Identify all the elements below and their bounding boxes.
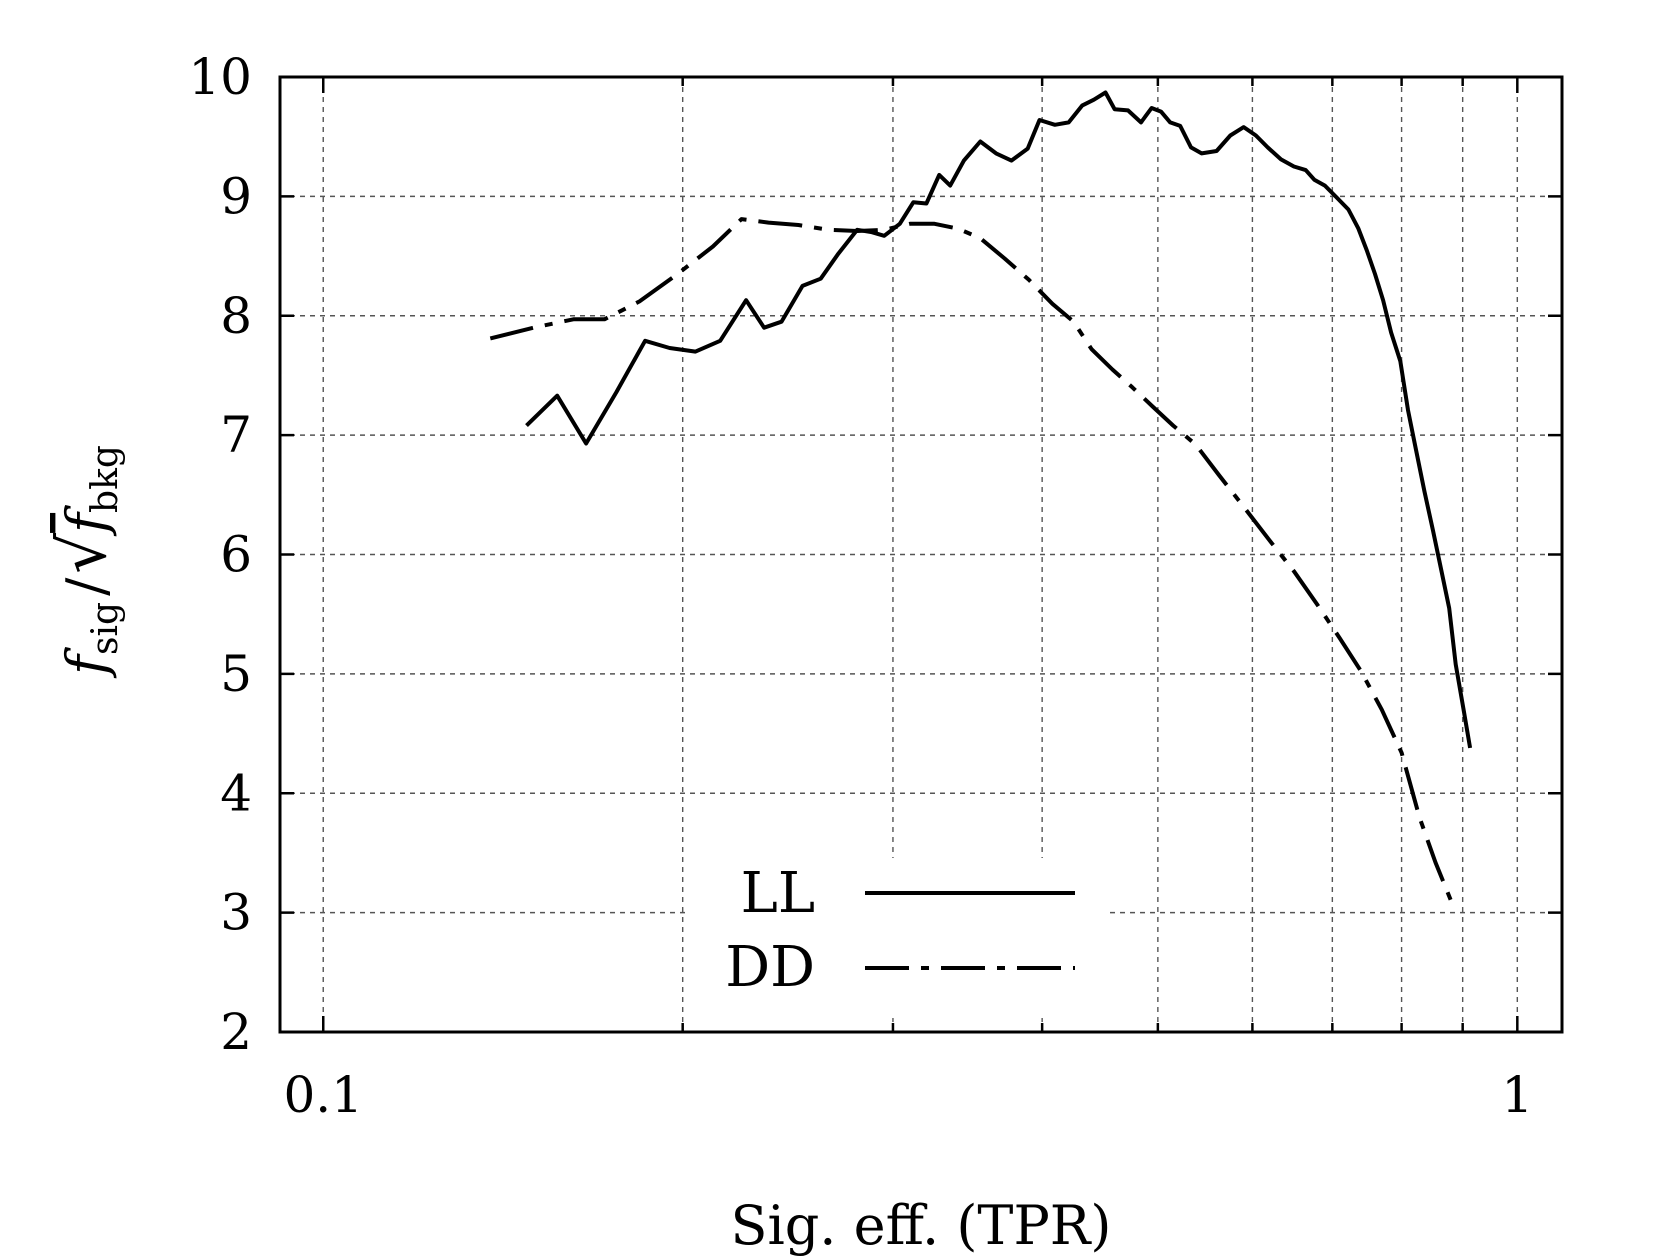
axis-ticks [280, 75, 1562, 1034]
x-axis-label: Sig. eff. (TPR) [730, 1194, 1111, 1257]
y-label-denominator-subscript: bkg [85, 445, 126, 513]
y-tick-label: 10 [188, 48, 252, 106]
y-tick-label: 7 [220, 406, 252, 464]
y-tick-label: 3 [220, 884, 252, 942]
legend: LL DD [725, 861, 1075, 1000]
y-axis-label: fsig/√fbkg [47, 445, 126, 679]
y-tick-label: 4 [220, 764, 252, 822]
legend-label-ll: LL [741, 861, 815, 926]
grid-lines [280, 77, 1562, 1032]
legend-label-dd: DD [725, 935, 815, 1000]
svg-text:fsig/√fbkg: fsig/√fbkg [47, 445, 126, 679]
x-tick-label: 1 [1501, 1066, 1533, 1124]
series-lines [489, 90, 1473, 902]
x-tick-label: 0.1 [283, 1066, 363, 1124]
y-tick-label: 8 [220, 287, 252, 345]
y-tick-label: 6 [220, 526, 252, 584]
x-tick-labels: 0.1 1 [283, 1066, 1533, 1124]
series-line-dd [489, 217, 1453, 902]
legend-background [690, 858, 1110, 1018]
y-label-sqrt-icon: √ [47, 533, 121, 574]
y-tick-label: 5 [220, 645, 252, 703]
series-line-ll [525, 90, 1473, 749]
y-tick-labels: 2 3 4 5 6 7 8 9 10 [188, 48, 252, 1061]
y-label-separator: / [55, 577, 118, 596]
y-label-numerator-subscript: sig [85, 602, 126, 655]
y-tick-label: 2 [220, 1003, 252, 1061]
y-tick-label: 9 [220, 167, 252, 225]
